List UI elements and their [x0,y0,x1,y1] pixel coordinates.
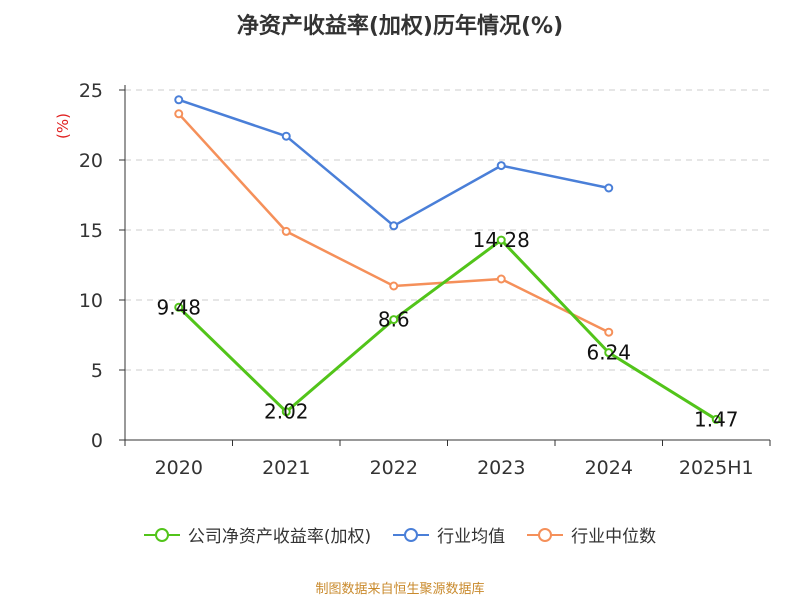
data-point [174,109,184,119]
y-axis-label: (%) [54,113,72,139]
data-source: 制图数据来自恒生聚源数据库 [315,582,485,597]
data-label: 8.6 [378,308,410,332]
y-tick-label: 15 [79,220,103,242]
legend-line-icon [527,527,564,542]
legend: 公司净资产收益率(加权) 行业均值 行业中位数 [0,522,800,547]
legend-line-icon [393,527,430,542]
line-chart: 0 5 10 15 20 25 (%) 2020 2021 2022 2023 2024 2025H1 9… [54,80,771,479]
data-point [604,183,614,193]
data-point [174,95,184,105]
y-tick-label: 25 [79,80,103,102]
y-tick-label: 0 [91,430,103,452]
data-point [389,281,399,291]
series-line [178,98,610,228]
data-point [604,327,614,337]
data-point [281,226,291,236]
data-label: 14.28 [473,228,530,252]
legend-label-industry-median: 行业中位数 [571,527,657,547]
data-point [496,274,506,284]
data-point [174,302,184,312]
chart-title: 净资产收益率(加权)历年情况(%) [236,14,564,39]
y-tick-label: 5 [91,360,103,382]
x-tick-label: 2023 [477,457,525,479]
data-point [711,414,721,424]
data-point [281,407,291,417]
data-point [389,315,399,325]
legend-item-company[interactable]: 公司净资产收益率(加权) [143,522,372,547]
data-label: 6.24 [586,341,631,365]
legend-label-company: 公司净资产收益率(加权) [187,527,372,547]
data-point [281,131,291,141]
series-line [177,238,718,421]
legend-line-icon [143,527,180,542]
data-label: 2.02 [264,400,309,424]
data-point [389,221,399,231]
data-point [496,161,506,171]
y-tick-label: 10 [79,290,103,312]
x-tick-label: 2025H1 [679,457,754,479]
y-tick-label: 20 [79,150,103,172]
legend-item-industry-median[interactable]: 行业中位数 [527,522,656,547]
data-label: 1.47 [694,407,739,431]
legend-item-industry-mean[interactable]: 行业均值 [393,522,505,547]
data-point [604,348,614,358]
x-tick-label: 2024 [585,457,633,479]
legend-label-industry-mean: 行业均值 [437,527,506,547]
x-tick-label: 2020 [155,457,203,479]
data-point [496,235,506,245]
x-tick-label: 2021 [262,457,310,479]
data-label: 9.48 [156,295,201,319]
x-tick-label: 2022 [370,457,418,479]
